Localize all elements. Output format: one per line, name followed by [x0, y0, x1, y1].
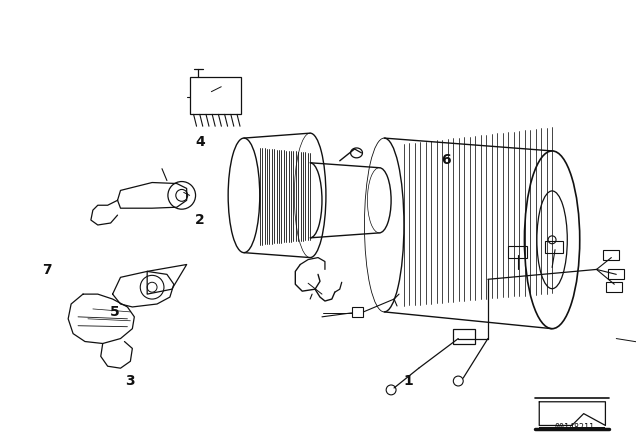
- Bar: [607, 282, 622, 292]
- Text: 4: 4: [195, 135, 205, 149]
- Text: 6: 6: [442, 153, 451, 167]
- Bar: [604, 250, 620, 259]
- Bar: [453, 329, 475, 345]
- Text: 7: 7: [42, 263, 52, 277]
- Polygon shape: [540, 427, 605, 430]
- Text: 1: 1: [404, 374, 413, 388]
- Bar: [609, 269, 624, 279]
- Text: 3: 3: [125, 374, 135, 388]
- Bar: [545, 241, 563, 253]
- Bar: [508, 246, 527, 258]
- Text: 00148211: 00148211: [555, 423, 595, 432]
- Bar: [351, 307, 364, 317]
- Bar: [189, 77, 241, 114]
- Text: 2: 2: [195, 212, 205, 227]
- Text: 5: 5: [109, 306, 120, 319]
